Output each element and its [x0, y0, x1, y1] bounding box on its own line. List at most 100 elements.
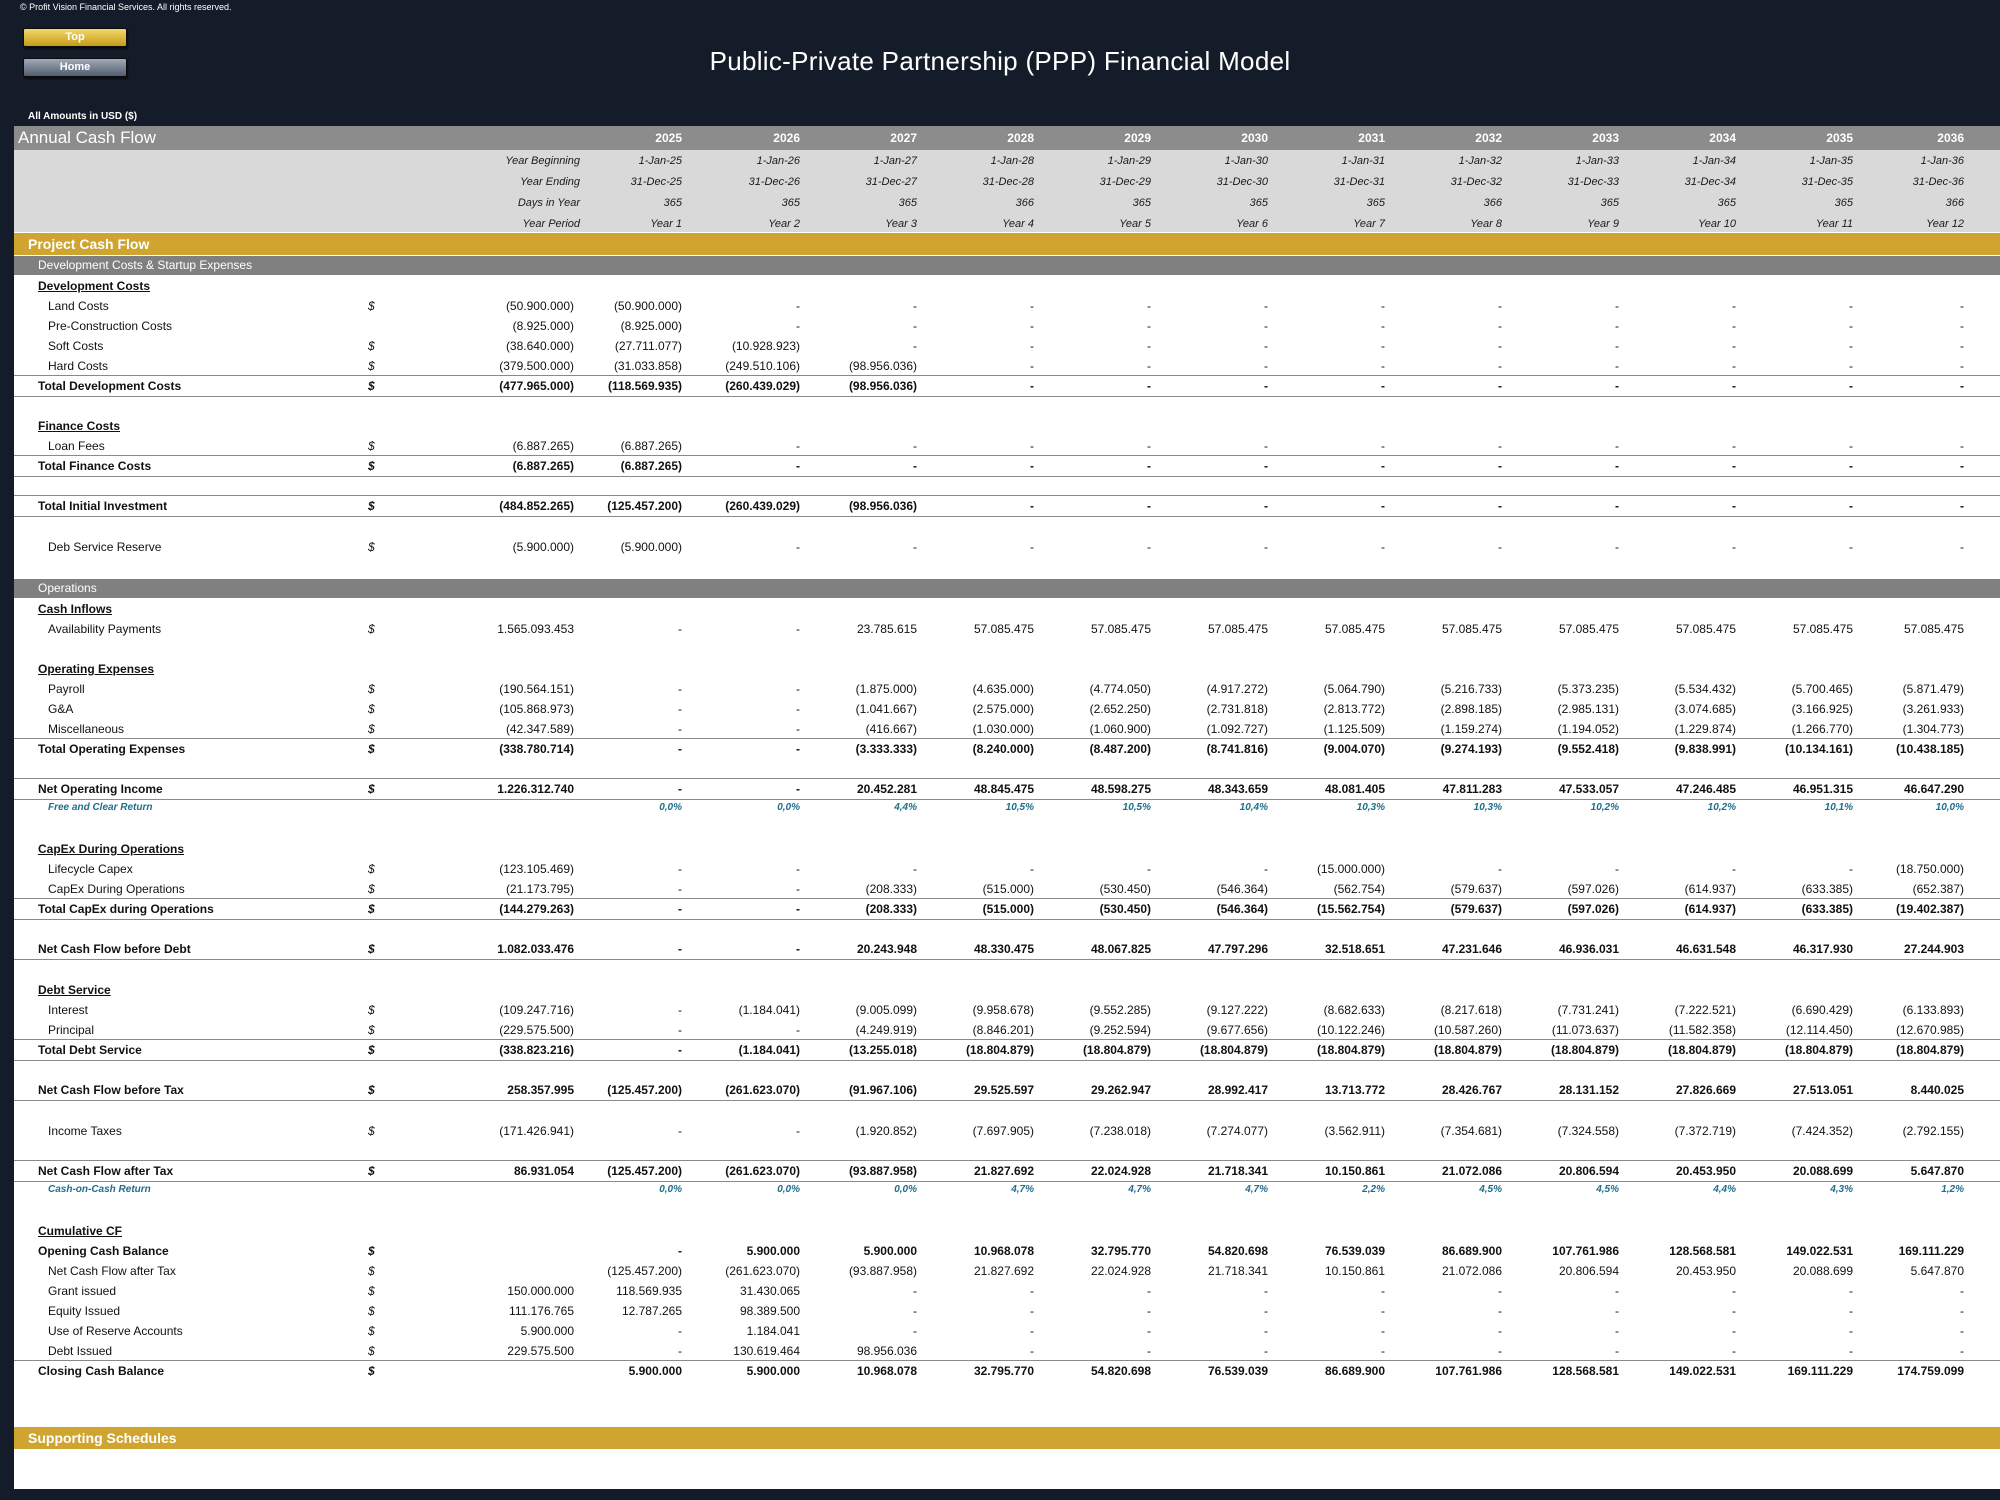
value-cell: 32.795.770	[1090, 1244, 1151, 1258]
value-cell: -	[1147, 1324, 1151, 1338]
value-cell: (261.623.070)	[725, 1083, 800, 1097]
value-cell: (7.354.681)	[1440, 1124, 1502, 1138]
year-header: 2029	[1124, 131, 1151, 145]
value-cell: 22.024.928	[1090, 1264, 1151, 1278]
value-cell: -	[796, 540, 800, 554]
value-cell: (515.000)	[982, 882, 1034, 896]
value-cell: 4,7%	[1011, 1184, 1034, 1195]
period-value: 365	[1717, 197, 1736, 209]
total-cell: (144.279.263)	[499, 902, 574, 916]
year-header: 2036	[1937, 131, 1964, 145]
value-cell: 28.992.417	[1207, 1083, 1268, 1097]
value-cell: (546.364)	[1216, 902, 1268, 916]
value-cell: -	[1264, 862, 1268, 876]
value-cell: -	[1264, 439, 1268, 453]
period-value: 31-Dec-31	[1333, 176, 1385, 188]
value-cell: -	[796, 702, 800, 716]
period-value: 1-Jan-26	[756, 155, 800, 167]
value-cell: -	[1732, 862, 1736, 876]
project-cash-flow-band: Project Cash Flow	[14, 233, 2000, 255]
row-label: Total CapEx during Operations	[38, 902, 214, 916]
value-cell: (1.184.041)	[738, 1043, 800, 1057]
table-row: Cash-on-Cash Return 0,0% 0,0% 0,0% 4,7% 4,7% 4…	[14, 1181, 2000, 1201]
copyright-text: © Profit Vision Financial Services. All …	[20, 2, 232, 12]
value-cell: -	[1264, 1344, 1268, 1358]
total-cell: 1.226.312.740	[497, 782, 574, 796]
value-cell: -	[1732, 339, 1736, 353]
value-cell: 5.900.000	[863, 1244, 917, 1258]
value-cell: 4,7%	[1128, 1184, 1151, 1195]
row-label: Net Cash Flow after Tax	[38, 1164, 174, 1178]
value-cell: (31.033.858)	[613, 359, 682, 373]
value-cell: -	[1147, 319, 1151, 333]
value-cell: (8.846.201)	[972, 1023, 1034, 1037]
table-row: Total Debt Service $ (338.823.216) - (1.184.…	[14, 1040, 2000, 1060]
value-cell: 76.539.039	[1207, 1364, 1268, 1378]
value-cell: -	[1147, 540, 1151, 554]
value-cell: 32.518.651	[1324, 942, 1385, 956]
value-cell: (5.871.479)	[1902, 682, 1964, 696]
value-cell: -	[1615, 1324, 1619, 1338]
value-cell: 54.820.698	[1090, 1364, 1151, 1378]
total-cell: (338.780.714)	[499, 742, 574, 756]
row-label: Total Development Costs	[38, 379, 182, 393]
value-cell: -	[1732, 439, 1736, 453]
value-cell: -	[796, 902, 800, 916]
row-label: Lifecycle Capex	[48, 862, 133, 876]
sheet-title: Annual Cash Flow	[18, 128, 156, 147]
table-row: Debt Service	[14, 980, 2000, 1000]
value-cell: (6.133.893)	[1902, 1003, 1964, 1017]
total-cell: 1.082.033.476	[497, 942, 574, 956]
value-cell: (11.073.637)	[1551, 1023, 1619, 1037]
value-cell: (9.274.193)	[1440, 742, 1502, 756]
table-row: Equity Issued $111.176.765 12.787.265 98.38…	[14, 1301, 2000, 1321]
value-cell: 57.085.475	[1324, 622, 1385, 636]
value-cell: -	[1732, 359, 1736, 373]
value-cell: 21.827.692	[973, 1164, 1034, 1178]
value-cell: 28.426.767	[1441, 1083, 1502, 1097]
value-cell: (98.956.036)	[848, 359, 917, 373]
row-label: CapEx During Operations	[48, 882, 185, 896]
row-label: Loan Fees	[48, 439, 105, 453]
value-cell: (5.373.235)	[1557, 682, 1619, 696]
value-cell: (18.804.879)	[1316, 1043, 1385, 1057]
spreadsheet-area: Annual Cash Flow 2025 2026 2027 2028 2029 203…	[14, 126, 2000, 1489]
value-cell: -	[1615, 439, 1619, 453]
period-value: 1-Jan-25	[638, 155, 682, 167]
period-value: 1-Jan-30	[1224, 155, 1268, 167]
value-cell: (2.652.250)	[1089, 702, 1151, 716]
value-cell: 5.900.000	[628, 1364, 682, 1378]
value-cell: (50.900.000)	[613, 299, 682, 313]
value-cell: -	[1381, 439, 1385, 453]
row-divider	[14, 396, 2000, 397]
total-cell: (109.247.716)	[499, 1003, 574, 1017]
value-cell: (579.637)	[1450, 902, 1502, 916]
value-cell: 46.631.548	[1675, 942, 1736, 956]
year-header: 2034	[1709, 131, 1736, 145]
value-cell: -	[1498, 1324, 1502, 1338]
period-value: Year 9	[1587, 218, 1619, 230]
row-label: Equity Issued	[48, 1304, 121, 1318]
row-divider	[14, 1039, 2000, 1040]
value-cell: -	[1732, 540, 1736, 554]
value-cell: -	[1498, 319, 1502, 333]
home-button[interactable]: Home	[23, 58, 127, 77]
row-label: Cash Inflows	[38, 602, 113, 616]
value-cell: (18.804.879)	[965, 1043, 1034, 1057]
year-header: 2025	[655, 131, 682, 145]
value-cell: (208.333)	[865, 902, 917, 916]
value-cell: (7.222.521)	[1674, 1003, 1736, 1017]
period-value: 31-Dec-29	[1099, 176, 1151, 188]
row-label: Deb Service Reserve	[48, 540, 162, 554]
value-cell: 169.111.229	[1898, 1244, 1964, 1258]
top-button[interactable]: Top	[23, 28, 127, 47]
value-cell: 46.647.290	[1903, 782, 1964, 796]
year-header: 2035	[1826, 131, 1853, 145]
value-cell: (18.804.879)	[1199, 1043, 1268, 1057]
value-cell: -	[913, 540, 917, 554]
currency-symbol: $	[368, 1124, 375, 1138]
value-cell: (3.333.333)	[855, 742, 917, 756]
table-row: Deb Service Reserve $ (5.900.000) (5.900.00…	[14, 537, 2000, 557]
row-divider	[14, 1100, 2000, 1101]
table-row: Net Cash Flow after Tax $86.931.054 (125.4…	[14, 1161, 2000, 1181]
